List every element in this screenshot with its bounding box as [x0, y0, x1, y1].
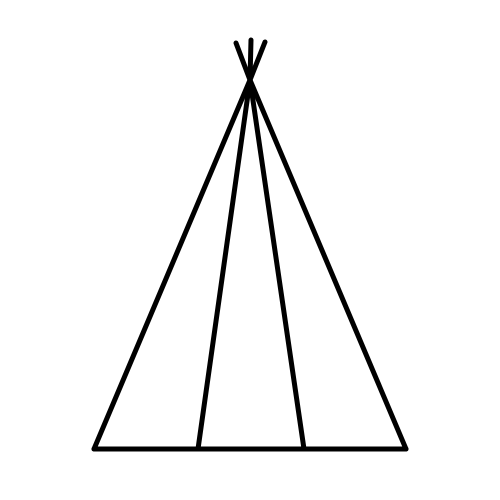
teepee-inner-left-pole — [195, 77, 253, 452]
teepee-right-side — [247, 77, 409, 452]
teepee-left-side — [91, 77, 253, 452]
teepee-inner-right-pole — [247, 77, 307, 452]
teepee-pole-tip-right — [247, 39, 268, 83]
